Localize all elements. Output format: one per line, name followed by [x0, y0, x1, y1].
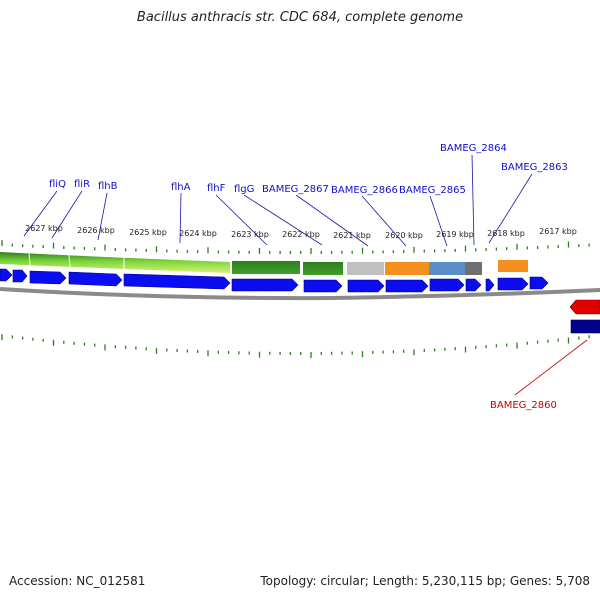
- gene-arrow[interactable]: [569, 299, 600, 315]
- gene-arrow[interactable]: [497, 277, 529, 291]
- gene-label[interactable]: flgG: [234, 184, 254, 195]
- gene-arrow[interactable]: [485, 278, 495, 292]
- scale-label: 2624 kbp: [179, 229, 217, 238]
- outer-tick-ring: [1, 240, 590, 254]
- gene-label-leaders: [23, 154, 533, 247]
- gene-label-leader-reverse: [514, 339, 588, 396]
- gene-label[interactable]: BAMEG_2867: [262, 184, 329, 195]
- inner-tick-ring: [1, 334, 590, 358]
- gene-arrow[interactable]: [429, 278, 465, 292]
- forward-gene-track: [0, 268, 549, 293]
- scale-label: 2617 kbp: [539, 227, 577, 236]
- gene-label[interactable]: fliR: [74, 179, 90, 190]
- scale-label: 2621 kbp: [333, 231, 371, 240]
- accession-text: Accession: NC_012581: [9, 574, 146, 588]
- gene-arrow[interactable]: [231, 278, 299, 292]
- gene-arrow[interactable]: [68, 271, 123, 287]
- genome-backbone: [0, 287, 600, 301]
- gene-arrow[interactable]: [465, 278, 482, 292]
- feature-segment[interactable]: [303, 262, 343, 275]
- scale-labels: 2627 kbp 2626 kbp 2625 kbp 2624 kbp 2623…: [25, 224, 577, 240]
- gene-label[interactable]: flhA: [171, 182, 191, 193]
- gene-arrow[interactable]: [12, 269, 28, 283]
- feature-segment[interactable]: [347, 262, 384, 275]
- gene-label[interactable]: fliQ: [49, 179, 66, 190]
- map-title: Bacillus anthracis str. CDC 684, complet…: [136, 10, 464, 25]
- scale-label: 2618 kbp: [487, 229, 525, 238]
- gene-arrow[interactable]: [385, 279, 429, 293]
- feature-segment[interactable]: [498, 260, 528, 272]
- gene-arrow[interactable]: [123, 273, 231, 290]
- scale-label: 2623 kbp: [231, 230, 269, 239]
- genome-summary-text: Topology: circular; Length: 5,230,115 bp…: [260, 574, 590, 588]
- feature-segment[interactable]: [465, 262, 482, 275]
- gene-arrow[interactable]: [29, 270, 67, 285]
- feature-track: [0, 252, 528, 275]
- reverse-gene-track: [569, 299, 600, 334]
- scale-label: 2619 kbp: [436, 230, 474, 239]
- feature-segment[interactable]: [0, 252, 230, 273]
- gene-labels: fliQ fliR flhB flhA flhF flgG BAMEG_2867…: [49, 143, 568, 411]
- feature-segment[interactable]: [232, 261, 300, 274]
- gene-label[interactable]: BAMEG_2866: [331, 185, 398, 196]
- scale-label: 2622 kbp: [282, 230, 320, 239]
- feature-segment[interactable]: [429, 262, 465, 275]
- scale-label: 2626 kbp: [77, 226, 115, 235]
- gene-arrow[interactable]: [529, 276, 549, 290]
- gene-label[interactable]: BAMEG_2863: [501, 162, 568, 173]
- gene-label[interactable]: flhF: [207, 183, 226, 194]
- gene-arrow[interactable]: [570, 319, 600, 334]
- gene-arrow[interactable]: [347, 279, 385, 293]
- gene-label[interactable]: BAMEG_2864: [440, 143, 507, 154]
- scale-label: 2627 kbp: [25, 224, 63, 233]
- scale-label: 2625 kbp: [129, 228, 167, 237]
- gene-arrow[interactable]: [0, 268, 13, 282]
- feature-segment[interactable]: [385, 262, 429, 275]
- gene-label[interactable]: flhB: [98, 181, 118, 192]
- gene-label[interactable]: BAMEG_2860: [490, 400, 557, 411]
- gene-label[interactable]: BAMEG_2865: [399, 185, 466, 196]
- gene-arrow[interactable]: [303, 279, 343, 293]
- scale-label: 2620 kbp: [385, 231, 423, 240]
